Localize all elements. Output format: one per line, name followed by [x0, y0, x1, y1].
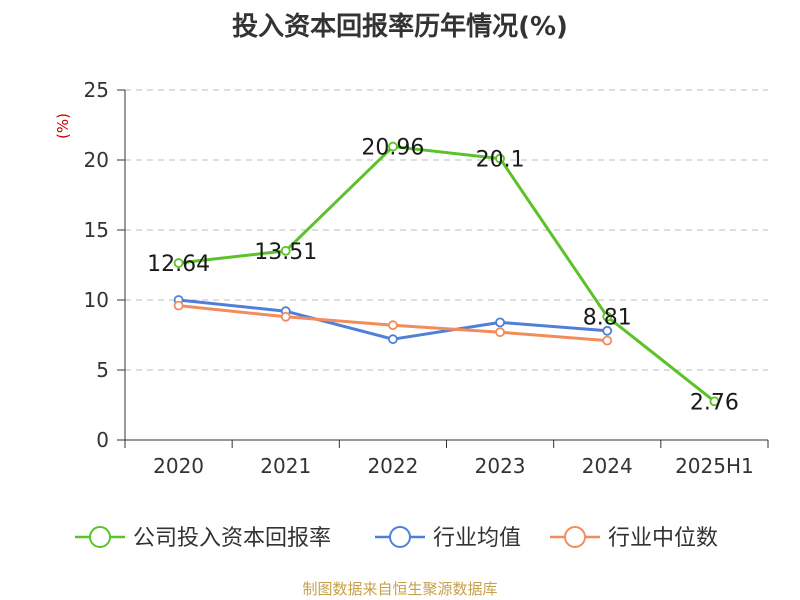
data-point [173, 300, 184, 311]
x-tick-label: 2024 [582, 454, 633, 478]
data-point [709, 396, 720, 407]
y-tick-label: 10 [84, 288, 109, 312]
data-point [495, 327, 505, 338]
x-tick-label: 2020 [153, 454, 204, 478]
y-tick-label: 0 [96, 428, 109, 452]
data-point [495, 153, 505, 164]
chart-title: 投入资本回报率历年情况(%) [232, 12, 568, 42]
data-point [388, 320, 398, 331]
legend-marker [389, 526, 411, 548]
data-point [280, 311, 291, 322]
data-point [388, 141, 398, 152]
data-point [602, 335, 613, 346]
source-note: 制图数据来自恒生聚源数据库 [302, 580, 498, 598]
data-label: 13.51 [254, 240, 317, 265]
y-tick-label: 20 [84, 148, 109, 172]
series-line [178, 298, 608, 341]
data-label: 12.64 [147, 252, 210, 277]
data-label: 8.81 [583, 306, 632, 331]
data-label: 2.76 [690, 390, 739, 415]
legend-item-label: 公司投入资本回报率 [133, 526, 331, 551]
y-tick-label: 25 [84, 78, 109, 102]
x-tick-label: 2023 [475, 454, 526, 478]
legend-item-label: 行业均值 [433, 526, 521, 551]
data-point [602, 325, 613, 336]
x-tick-label: 2021 [260, 454, 311, 478]
legend-marker [89, 526, 111, 548]
legend-item-label: 行业中位数 [608, 526, 718, 551]
y-tick-label: 5 [96, 358, 109, 382]
legend-marker [564, 526, 586, 548]
y-tick-label: 15 [84, 218, 109, 242]
y-axis-label: (%) [54, 113, 72, 139]
data-point [173, 258, 184, 268]
data-point [602, 311, 613, 322]
series-line [178, 145, 716, 403]
data-point [280, 245, 291, 256]
data-point [495, 317, 505, 328]
x-tick-label: 2022 [367, 454, 418, 478]
x-tick-label: 2025H1 [675, 454, 754, 478]
data-label: 20.96 [361, 136, 424, 161]
data-label: 20.1 [476, 148, 525, 173]
data-point [388, 334, 398, 345]
